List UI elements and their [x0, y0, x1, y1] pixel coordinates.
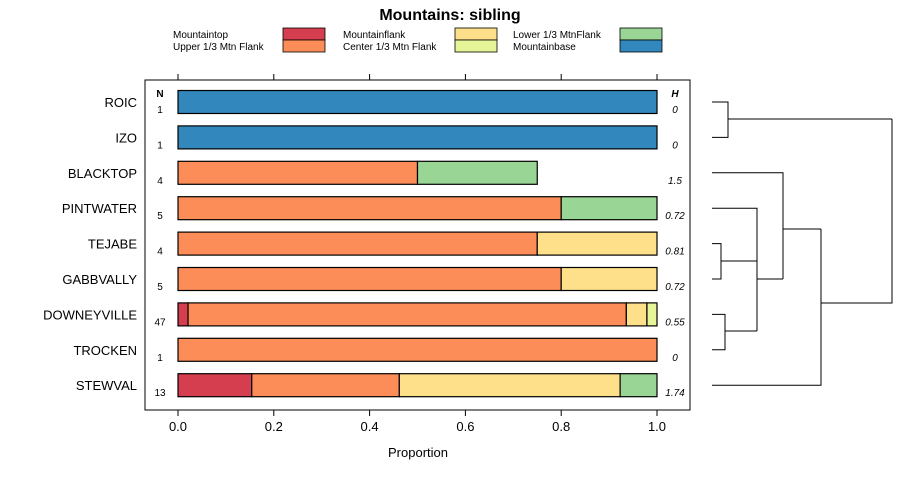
n-value: 47: [154, 317, 166, 328]
x-axis: 0.0 0.2 0.4 0.6 0.8 1.0: [169, 74, 666, 434]
bar-segment: [416, 160, 538, 185]
h-value: 0.55: [665, 317, 685, 328]
dendrogram-branch: [712, 101, 729, 138]
category-labels: ROIC IZO BLACKTOP PINTWATER TEJABE GABBVALLY D…: [43, 95, 137, 393]
h-value: 0: [672, 353, 678, 364]
x-tick-label: 0.2: [265, 419, 283, 434]
bar-segment: [177, 89, 658, 115]
category-label: TROCKEN: [73, 343, 137, 358]
bar-segment: [177, 196, 562, 221]
h-value: 0.72: [665, 282, 685, 293]
category-label: PINTWATER: [62, 201, 137, 216]
legend-swatch: [619, 27, 663, 41]
category-label: GABBVALLY: [62, 272, 137, 287]
bar-segment: [177, 231, 538, 256]
bars: [177, 89, 658, 398]
n-value: 5: [157, 282, 163, 293]
bar-segment: [177, 302, 189, 327]
n-value: 4: [157, 176, 163, 187]
x-tick-label: 0.6: [456, 419, 474, 434]
bar-segment: [251, 373, 400, 398]
category-label: ROIC: [105, 95, 138, 110]
category-label: STEWVAL: [76, 378, 137, 393]
bar-segment: [646, 302, 658, 327]
h-labels: 0 0 1.5 0.72 0.81 0.72 0.55 0 1.74: [665, 105, 685, 399]
category-label: TEJABE: [88, 237, 137, 252]
legend-swatch: [454, 39, 498, 53]
dendrogram-branch: [712, 243, 722, 280]
legend-swatch: [282, 39, 326, 53]
bar-segment: [560, 266, 658, 292]
dendrogram-branch: [712, 172, 784, 279]
bar-segment: [187, 302, 627, 327]
n-value: 1: [157, 353, 163, 364]
chart-title: Mountains: sibling: [379, 7, 520, 24]
x-tick-label: 0.0: [169, 419, 187, 434]
legend-swatch: [619, 39, 663, 53]
bar-segment: [536, 231, 658, 256]
bar-segment: [177, 160, 419, 185]
dendrogram-branch: [712, 313, 726, 351]
bar-segment: [177, 266, 562, 292]
x-tick-label: 0.4: [361, 419, 379, 434]
category-label: DOWNEYVILLE: [43, 307, 137, 322]
n-value: 4: [157, 247, 163, 258]
n-value: 1: [157, 105, 163, 116]
h-value: 0: [672, 140, 678, 151]
bar-segment: [398, 373, 621, 398]
legend-swatch: [282, 27, 326, 41]
dendrogram-branch: [712, 207, 758, 331]
h-column-header: H: [671, 89, 679, 100]
n-value: 13: [154, 388, 166, 399]
bar-segment: [625, 302, 648, 327]
h-value: 0.81: [665, 247, 684, 258]
bar-segment: [177, 373, 253, 398]
legend-label: Mountainbase: [513, 42, 576, 53]
bar-segment: [619, 373, 658, 398]
legend-label: Lower 1/3 MtnFlank: [513, 30, 602, 41]
category-label: IZO: [115, 130, 137, 145]
h-value: 1.5: [668, 176, 682, 187]
category-label: BLACKTOP: [68, 166, 137, 181]
dendrogram: [712, 101, 893, 386]
n-column-header: N: [156, 89, 163, 100]
n-value: 5: [157, 211, 163, 222]
bar-segment: [560, 196, 658, 221]
x-tick-label: 0.8: [552, 419, 570, 434]
n-value: 1: [157, 140, 163, 151]
plot-frame: [144, 79, 691, 411]
bar-segment: [177, 125, 658, 150]
dendrogram-branch: [821, 119, 893, 304]
dendrogram-branch: [712, 229, 822, 386]
n-labels: 1 1 4 5 4 5 47 1 13: [154, 105, 166, 399]
legend-label: Mountainflank: [343, 30, 406, 41]
x-axis-title: Proportion: [388, 445, 448, 460]
legend-label: Center 1/3 Mtn Flank: [343, 42, 437, 53]
bar-segment: [177, 337, 658, 362]
h-value: 0: [672, 105, 678, 116]
legend-swatch: [454, 27, 498, 41]
legend-label: Mountaintop: [173, 30, 228, 41]
x-tick-label: 1.0: [648, 419, 666, 434]
h-value: 1.74: [665, 388, 685, 399]
legend-label: Upper 1/3 Mtn Flank: [173, 42, 265, 53]
h-value: 0.72: [665, 211, 685, 222]
